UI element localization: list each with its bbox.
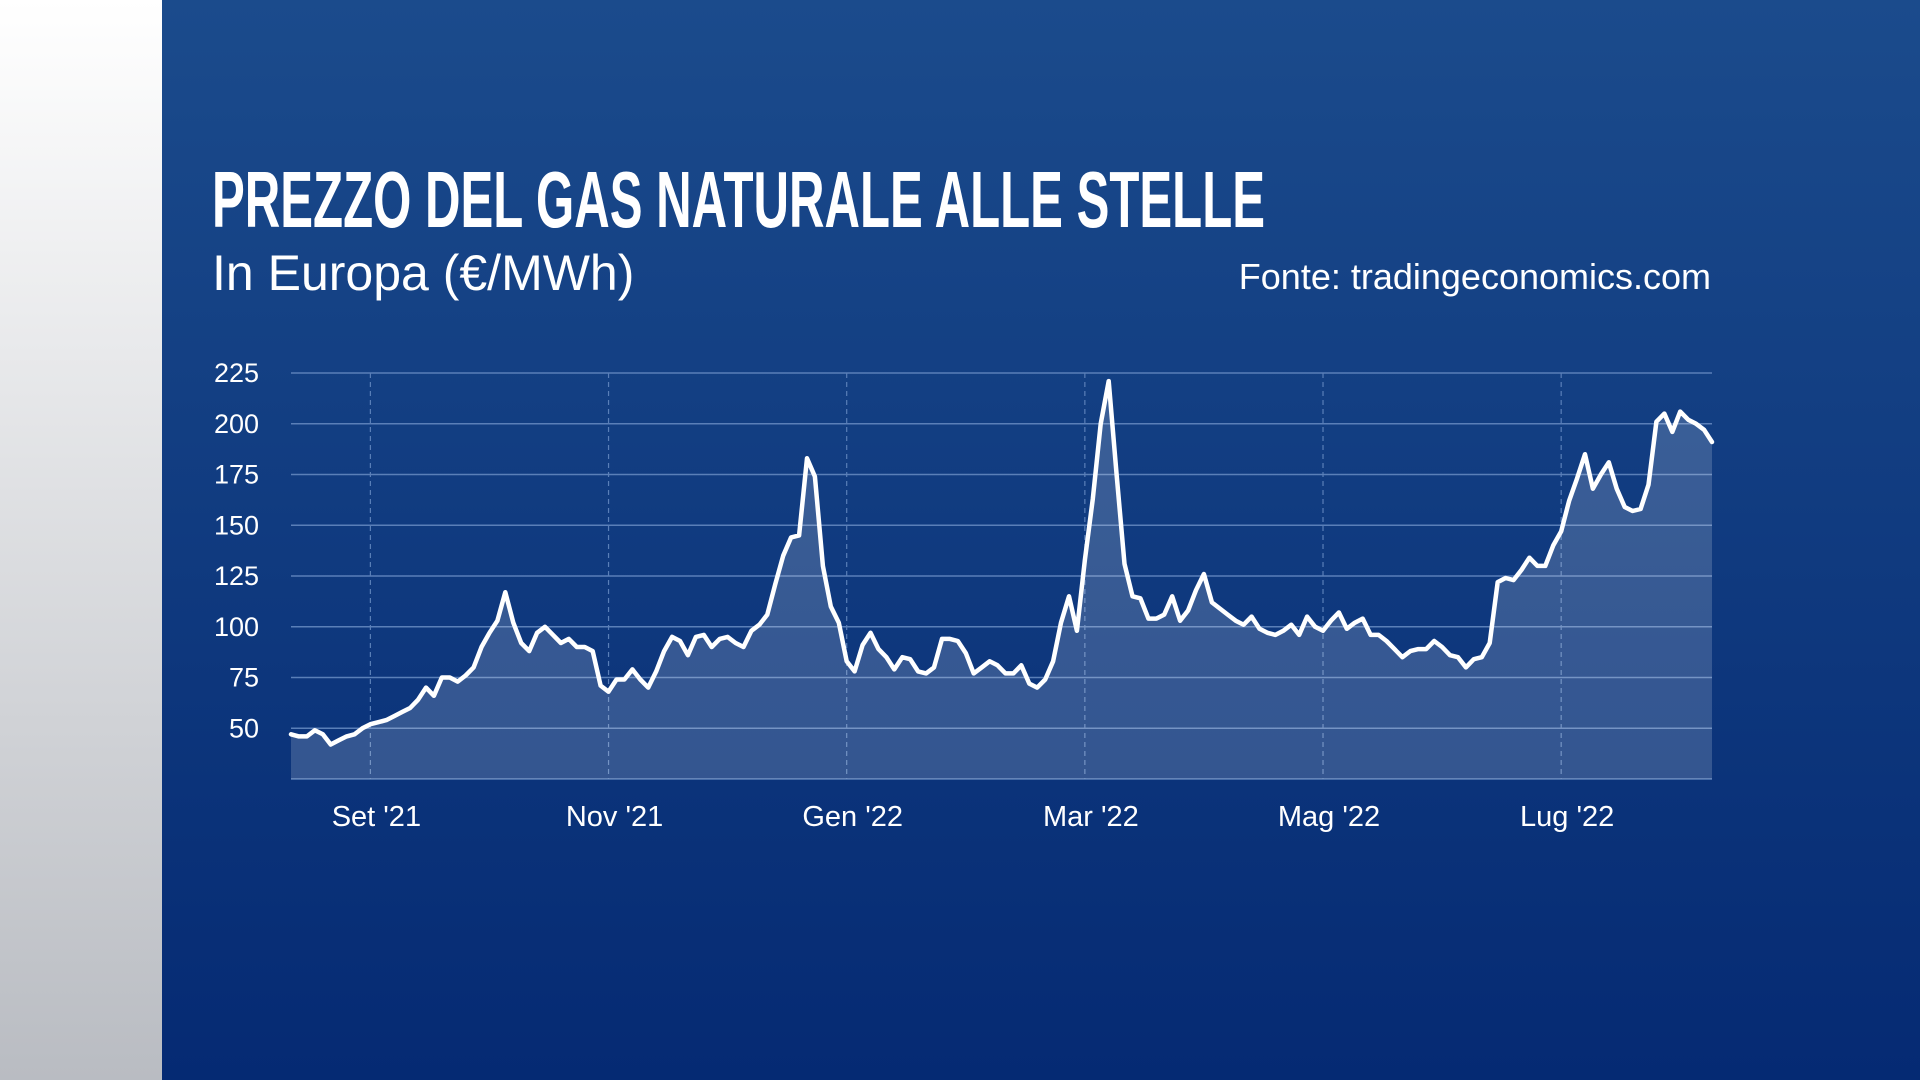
x-tick-label: Gen '22 bbox=[802, 801, 903, 833]
chart-title: PREZZO DEL GAS NATURALE ALLE STELLE bbox=[212, 155, 1265, 244]
x-tick-label: Set '21 bbox=[332, 801, 421, 833]
x-tick-label: Nov '21 bbox=[566, 801, 663, 833]
y-tick-label: 200 bbox=[214, 409, 259, 439]
x-tick-label: Mag '22 bbox=[1278, 801, 1380, 833]
y-tick-label: 75 bbox=[229, 663, 259, 693]
source: Fonte: tradingeconomics.com bbox=[1239, 256, 1711, 297]
area bbox=[291, 381, 1712, 779]
y-tick-label: 100 bbox=[214, 612, 259, 642]
y-tick-label: 50 bbox=[229, 713, 259, 743]
y-tick-label: 125 bbox=[214, 561, 259, 591]
chart-subtitle: In Europa (€/MWh) bbox=[212, 245, 634, 301]
side-panel bbox=[0, 0, 162, 1080]
y-tick-label: 175 bbox=[214, 460, 259, 490]
x-tick-label: Lug '22 bbox=[1520, 801, 1614, 833]
y-tick-label: 225 bbox=[214, 358, 259, 388]
x-tick-label: Mar '22 bbox=[1043, 801, 1139, 833]
line bbox=[288, 378, 1715, 747]
y-tick-label: 150 bbox=[214, 510, 259, 540]
